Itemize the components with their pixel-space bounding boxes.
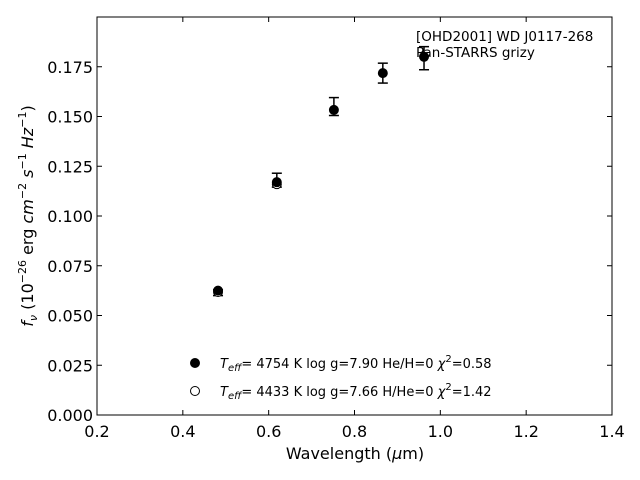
legend-label-2: Teff= 4433 K log g=7.66 H/He=0 χ2=1.42 [220,382,492,402]
y-tick-label: 0.025 [47,356,93,375]
x-tick-label: 0.2 [84,422,109,441]
x-tick-label: 1.2 [513,422,538,441]
x-axis-title: Wavelength (μm) [286,444,424,463]
x-tick-label: 0.4 [170,422,195,441]
x-tick-label: 0.6 [256,422,281,441]
x-axis-ticks: 0.2 0.4 0.6 0.8 1.0 1.2 1.4 [84,17,625,441]
y-tick-label: 0.050 [47,307,93,326]
y-axis-title: fν (10−26 erg cm−2 s−1 Hz−1) [16,105,40,326]
filled-model-point [328,104,339,115]
filled-model-point [377,68,388,79]
annotation-line-2: Pan-STARRS grizy [416,45,535,61]
x-tick-label: 1.0 [428,422,453,441]
data-markers [213,45,430,298]
legend: Teff= 4754 K log g=7.90 He/H=0 χ2=0.58 T… [190,354,492,402]
filled-model-point [271,177,282,188]
legend-marker-open [190,386,200,396]
x-tick-label: 0.8 [342,422,367,441]
y-tick-label: 0.000 [47,406,93,425]
legend-label-1: Teff= 4754 K log g=7.90 He/H=0 χ2=0.58 [220,354,492,374]
y-tick-label: 0.125 [47,157,93,176]
filled-model-point [213,285,224,296]
y-tick-label: 0.075 [47,257,93,276]
y-tick-label: 0.150 [47,108,93,127]
x-tick-label: 1.4 [599,422,624,441]
y-tick-label: 0.100 [47,207,93,226]
y-axis-ticks: 0.000 0.025 0.050 0.075 0.100 0.125 0.150 0.175 [47,58,612,425]
legend-marker-filled [190,358,200,368]
filled-model-point [419,51,430,62]
y-tick-label: 0.175 [47,58,93,77]
plot-frame [96,16,613,416]
annotation-line-1: [OHD2001] WD J0117-268 [416,29,593,45]
